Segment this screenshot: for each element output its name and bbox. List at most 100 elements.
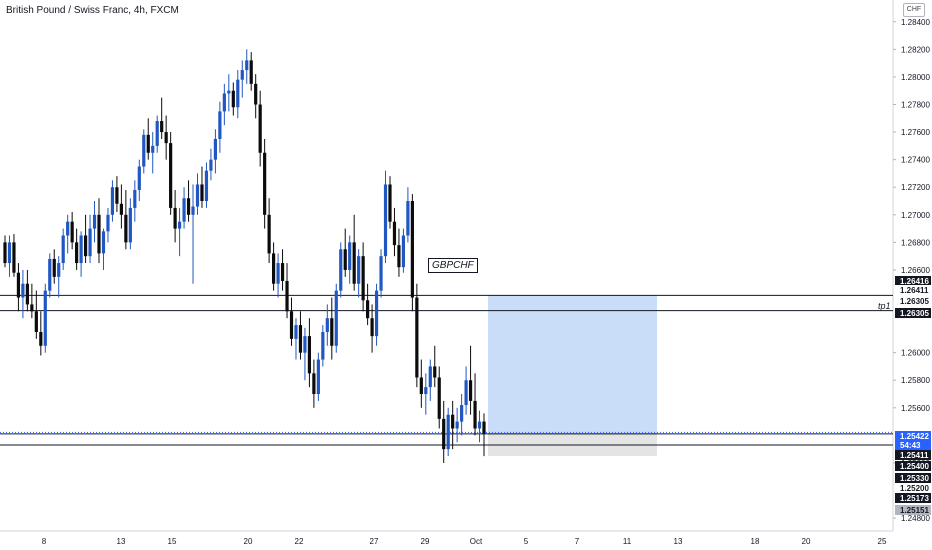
candle-body[interactable]	[48, 258, 52, 291]
currency-button[interactable]: CHF	[903, 3, 925, 17]
candle-body[interactable]	[61, 235, 65, 264]
price-tag[interactable]	[895, 505, 931, 515]
candle-body[interactable]	[21, 283, 25, 298]
price-tag[interactable]	[895, 296, 931, 306]
candle-body[interactable]	[464, 380, 468, 406]
candle-body[interactable]	[415, 297, 419, 378]
candle-body[interactable]	[258, 104, 262, 153]
candle-body[interactable]	[370, 318, 374, 337]
candle-body[interactable]	[312, 373, 316, 395]
candle-body[interactable]	[433, 366, 437, 378]
candle-body[interactable]	[482, 421, 486, 435]
candle-body[interactable]	[240, 70, 244, 80]
candle-body[interactable]	[92, 214, 97, 229]
candle-body[interactable]	[307, 336, 312, 374]
candle-body[interactable]	[303, 336, 307, 353]
candle-body[interactable]	[330, 318, 334, 346]
candle-body[interactable]	[289, 311, 294, 339]
candle-body[interactable]	[133, 189, 137, 208]
price-tag[interactable]	[895, 431, 931, 441]
candle-body[interactable]	[468, 380, 473, 401]
candle-body[interactable]	[200, 184, 204, 202]
candle-body[interactable]	[366, 300, 370, 319]
candle-body[interactable]	[343, 249, 347, 270]
candle-body[interactable]	[119, 203, 123, 215]
candle-body[interactable]	[186, 198, 191, 215]
price-tag[interactable]	[895, 461, 931, 471]
candle-body[interactable]	[146, 134, 150, 153]
price-tag[interactable]	[895, 473, 931, 483]
candle-body[interactable]	[39, 331, 43, 346]
candle-body[interactable]	[397, 245, 401, 268]
candle-body[interactable]	[392, 221, 397, 246]
candle-body[interactable]	[155, 121, 159, 146]
candle-body[interactable]	[263, 152, 267, 215]
candle-body[interactable]	[173, 207, 177, 229]
candle-body[interactable]	[16, 272, 21, 298]
candle-body[interactable]	[267, 214, 271, 254]
candle-body[interactable]	[222, 93, 226, 112]
candle-body[interactable]	[106, 214, 110, 232]
candle-body[interactable]	[298, 325, 303, 353]
candle-body[interactable]	[25, 283, 29, 305]
candle-body[interactable]	[280, 263, 285, 281]
candle-body[interactable]	[7, 242, 12, 264]
candle-body[interactable]	[276, 263, 280, 284]
candle-body[interactable]	[325, 318, 329, 332]
candle-body[interactable]	[254, 83, 258, 105]
candle-body[interactable]	[428, 366, 432, 388]
candle-body[interactable]	[357, 256, 361, 284]
candle-body[interactable]	[57, 263, 61, 277]
price-tag[interactable]	[895, 308, 931, 318]
candle-body[interactable]	[195, 184, 200, 207]
candle-body[interactable]	[446, 414, 450, 450]
candle-body[interactable]	[34, 311, 38, 332]
candle-body[interactable]	[79, 235, 83, 264]
candle-body[interactable]	[379, 256, 383, 291]
candle-body[interactable]	[442, 418, 446, 450]
candle-body[interactable]	[124, 214, 128, 243]
candle-body[interactable]	[151, 145, 155, 153]
candle-body[interactable]	[209, 159, 213, 171]
candle-body[interactable]	[451, 414, 455, 429]
candle-body[interactable]	[334, 290, 338, 346]
candle-body[interactable]	[460, 405, 464, 422]
candle-body[interactable]	[294, 325, 298, 339]
candle-body[interactable]	[231, 90, 235, 108]
candle-body[interactable]	[249, 60, 253, 84]
candle-body[interactable]	[401, 235, 406, 268]
candle-body[interactable]	[160, 121, 164, 133]
price-tag[interactable]	[895, 493, 931, 503]
candle-body[interactable]	[101, 231, 106, 254]
candle-body[interactable]	[388, 184, 392, 222]
candle-body[interactable]	[142, 134, 146, 167]
gbpchf-note[interactable]: GBPCHF	[428, 258, 478, 273]
price-tag[interactable]	[895, 276, 931, 286]
candle-body[interactable]	[218, 111, 222, 139]
candle-body[interactable]	[410, 201, 414, 298]
candle-body[interactable]	[213, 138, 218, 160]
candle-body[interactable]	[70, 221, 74, 243]
candle-body[interactable]	[227, 90, 231, 94]
candle-body[interactable]	[477, 421, 482, 429]
candle-body[interactable]	[348, 242, 352, 270]
candle-body[interactable]	[43, 290, 47, 346]
candle-body[interactable]	[285, 280, 289, 312]
candle-body[interactable]	[339, 249, 343, 291]
candle-body[interactable]	[236, 79, 240, 108]
candle-body[interactable]	[12, 242, 16, 273]
candle-body[interactable]	[115, 187, 119, 204]
candle-body[interactable]	[271, 253, 276, 284]
price-tag[interactable]	[895, 450, 931, 460]
price-tag[interactable]	[895, 285, 931, 295]
candle-body[interactable]	[83, 235, 88, 257]
candle-body[interactable]	[455, 421, 459, 429]
candle-body[interactable]	[424, 387, 428, 395]
candle-body[interactable]	[419, 377, 423, 395]
candle-body[interactable]	[110, 187, 115, 215]
candle-body[interactable]	[75, 242, 79, 264]
candle-body[interactable]	[182, 198, 186, 222]
candle-body[interactable]	[204, 170, 209, 202]
candle-body[interactable]	[30, 304, 34, 312]
